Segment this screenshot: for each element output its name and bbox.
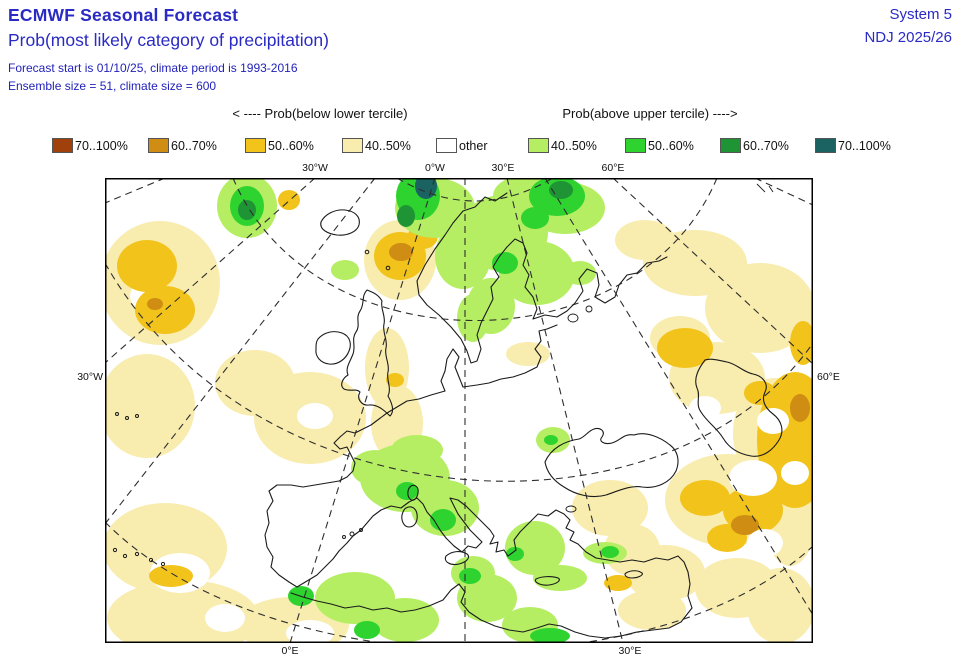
legend-label: 60..70% [171, 138, 217, 153]
legend-swatch-below-50-60 [245, 138, 266, 153]
coast-black-sea [544, 427, 679, 498]
legend-swatch-below-60-70 [148, 138, 169, 153]
ensemble-size-line: Ensemble size = 51, climate size = 600 [8, 79, 217, 93]
meridian-45e [544, 178, 813, 616]
map-tick-top-60e: 60°E [601, 162, 625, 174]
legend-item-other: other [436, 137, 488, 154]
map-frame [105, 178, 813, 643]
legend-label: 50..60% [268, 138, 314, 153]
meridian-30w [105, 178, 316, 364]
meridian-30e [506, 178, 624, 643]
legend-item-below-60-70: 60..70% [148, 137, 217, 154]
legend-label: 40..50% [551, 138, 597, 153]
graticule [105, 178, 813, 643]
legend-swatch-above-50-60 [625, 138, 646, 153]
legend-item-above-70-100: 70..100% [815, 137, 891, 154]
coastlines [112, 183, 783, 639]
legend-item-below-50-60: 50..60% [245, 137, 314, 154]
legend-swatch-other [436, 138, 457, 153]
legend-item-above-60-70: 60..70% [720, 137, 789, 154]
legend-header-below: < ---- Prob(below lower tercile) [232, 106, 408, 121]
island-cyprus [624, 570, 643, 579]
page-subtitle: Prob(most likely category of precipitati… [8, 30, 329, 50]
legend-item-below-40-50: 40..50% [342, 137, 411, 154]
page-title: ECMWF Seasonal Forecast [8, 5, 239, 25]
shading-above-normal [217, 178, 627, 643]
parallel-65n [232, 178, 718, 322]
legend-header-above: Prob(above upper tercile) ----> [562, 106, 738, 121]
meridian-60e [612, 178, 813, 365]
lake-ladoga [567, 313, 579, 323]
island-corsica [407, 484, 419, 501]
coast-north-africa [290, 583, 693, 639]
legend-swatch-above-60-70 [720, 138, 741, 153]
legend-label: 40..50% [365, 138, 411, 153]
coast-ireland [315, 331, 351, 365]
season-label: NDJ 2025/26 [864, 29, 952, 46]
legend-swatch-below-40-50 [342, 138, 363, 153]
legend-item-above-50-60: 50..60% [625, 137, 694, 154]
meridian-0 [289, 178, 436, 643]
legend-label: 70..100% [838, 138, 891, 153]
forecast-start-line: Forecast start is 01/10/25, climate peri… [8, 61, 298, 75]
coast-baltic-to-iberia [264, 324, 558, 588]
legend-label: other [459, 138, 488, 153]
legend-item-above-40-50: 40..50% [528, 137, 597, 154]
island-sardinia [401, 506, 418, 528]
legend-swatch-below-70-100 [52, 138, 73, 153]
map-tick-top-30e: 30°E [491, 162, 515, 174]
forecast-map [105, 178, 813, 643]
parallel-40n [105, 521, 813, 643]
lake-onega [585, 305, 593, 313]
map-tick-bottom-30e: 30°E [618, 645, 642, 657]
coast-mediterranean-north [296, 497, 693, 609]
parallel-55n [105, 262, 813, 482]
map-tick-left-30w: 30°W [77, 371, 103, 383]
system-label: System 5 [889, 6, 952, 23]
map-tick-right-60e: 60°E [817, 371, 840, 383]
legend-item-below-70-100: 70..100% [52, 137, 128, 154]
sea-of-marmara [565, 505, 577, 513]
legend-label: 50..60% [648, 138, 694, 153]
island-sicily [444, 551, 470, 566]
meridian-60w [105, 178, 166, 204]
meridian-75e [754, 178, 813, 206]
legend-label: 70..100% [75, 138, 128, 153]
legend-swatch-above-70-100 [815, 138, 836, 153]
coast-great-britain [341, 289, 394, 417]
meridian-15w [105, 178, 376, 525]
legend-swatch-above-40-50 [528, 138, 549, 153]
coast-caspian-sea [695, 358, 783, 457]
legend-label: 60..70% [743, 138, 789, 153]
map-tick-bottom-0e: 0°E [281, 645, 299, 657]
map-tick-top-30w: 30°W [302, 162, 328, 174]
coast-iceland [320, 209, 360, 236]
coast-scandinavia [416, 192, 668, 364]
map-tick-top-0w: 0°W [425, 162, 445, 174]
island-crete [534, 576, 560, 586]
small-islands [112, 183, 774, 567]
